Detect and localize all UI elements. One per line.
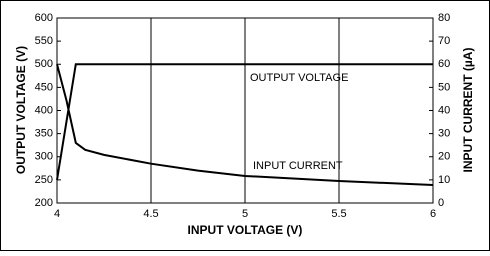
y2-tick-label: 40	[438, 104, 450, 116]
line-series	[56, 63, 434, 186]
y2-tick-label: 0	[438, 197, 444, 209]
y-tick-label: 250	[35, 174, 53, 186]
y-tick-label: 400	[35, 104, 53, 116]
series-label: INPUT CURRENT	[253, 160, 343, 172]
x-tick-label: 5	[242, 208, 248, 220]
y-tick-label: 600	[35, 12, 53, 24]
y-tick-label: 550	[35, 35, 53, 47]
y2-tick-label: 50	[438, 81, 450, 93]
x-axis-title: INPUT VOLTAGE (V)	[188, 223, 303, 237]
line-series	[56, 63, 433, 181]
y-tick-label: 300	[35, 151, 53, 163]
y2-tick-label: 20	[438, 151, 450, 163]
y-tick-label: 450	[35, 81, 53, 93]
y-tick-label: 500	[35, 58, 53, 70]
y2-tick-label: 70	[438, 35, 450, 47]
y2-tick-label: 10	[438, 174, 450, 186]
series-label: OUTPUT VOLTAGE	[250, 72, 348, 84]
x-tick-label: 4.5	[143, 208, 158, 220]
x-tick-label: 4	[54, 208, 60, 220]
y-axis-title: OUTPUT VOLTAGE (V)	[14, 46, 28, 174]
y-tick-label: 200	[35, 197, 53, 209]
y2-tick-label: 80	[438, 12, 450, 24]
x-tick-label: 5.5	[331, 208, 346, 220]
y-tick-label: 350	[35, 128, 53, 140]
y2-tick-label: 30	[438, 128, 450, 140]
y2-axis-title: INPUT CURRENT (µA)	[461, 48, 475, 173]
y2-tick-label: 60	[438, 58, 450, 70]
x-tick-label: 6	[430, 208, 436, 220]
